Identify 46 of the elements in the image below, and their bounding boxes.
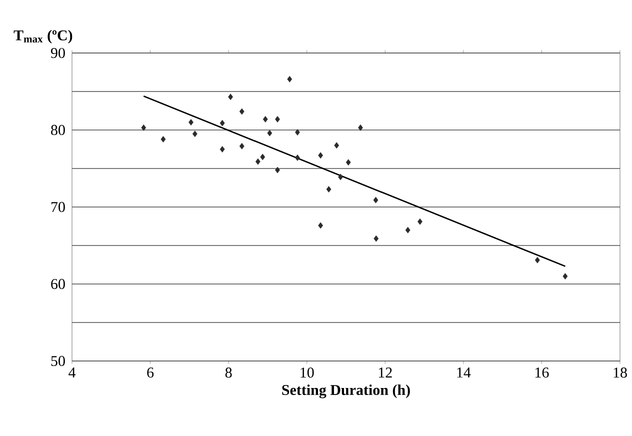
point <box>338 174 343 180</box>
point <box>326 186 332 192</box>
y-tick-label: 60 <box>51 278 65 290</box>
point <box>287 76 292 82</box>
point <box>239 108 244 115</box>
point <box>262 116 268 122</box>
point <box>220 120 225 126</box>
point <box>295 129 300 136</box>
point <box>188 119 194 126</box>
point <box>418 218 422 225</box>
x-tick-label: 10 <box>300 368 314 378</box>
point <box>228 94 233 100</box>
point <box>295 154 300 161</box>
x-tick-label: 12 <box>378 368 392 378</box>
point <box>160 136 166 142</box>
point <box>141 124 146 131</box>
x-tick-label: 16 <box>536 368 549 378</box>
point <box>373 196 378 204</box>
x-tick-label: 14 <box>457 368 471 378</box>
point <box>562 273 568 280</box>
x-axis-title: Setting Duration (h) <box>282 384 410 398</box>
point <box>255 158 260 165</box>
point <box>275 166 280 174</box>
point <box>318 152 324 159</box>
point <box>534 256 540 264</box>
x-tick-label: 18 <box>614 368 627 378</box>
point <box>275 116 280 122</box>
point <box>220 146 225 152</box>
point <box>192 130 198 138</box>
y-tick-label: 80 <box>51 124 65 136</box>
point <box>405 226 410 234</box>
x-tick-label: 4 <box>68 368 76 378</box>
point <box>260 154 266 160</box>
point <box>358 124 363 131</box>
y-tick-label: 90 <box>50 48 65 58</box>
point <box>334 142 340 149</box>
point <box>374 235 379 242</box>
x-tick-label: 6 <box>147 368 154 378</box>
point <box>346 159 351 166</box>
x-tick-label: 8 <box>225 368 232 378</box>
y-tick-label: 70 <box>51 202 65 212</box>
point <box>267 130 272 136</box>
y-tick-label: 50 <box>51 356 65 366</box>
y-axis-title: T$_{max}$ (ºC) <box>14 30 72 44</box>
point <box>239 142 244 150</box>
point <box>318 222 324 229</box>
